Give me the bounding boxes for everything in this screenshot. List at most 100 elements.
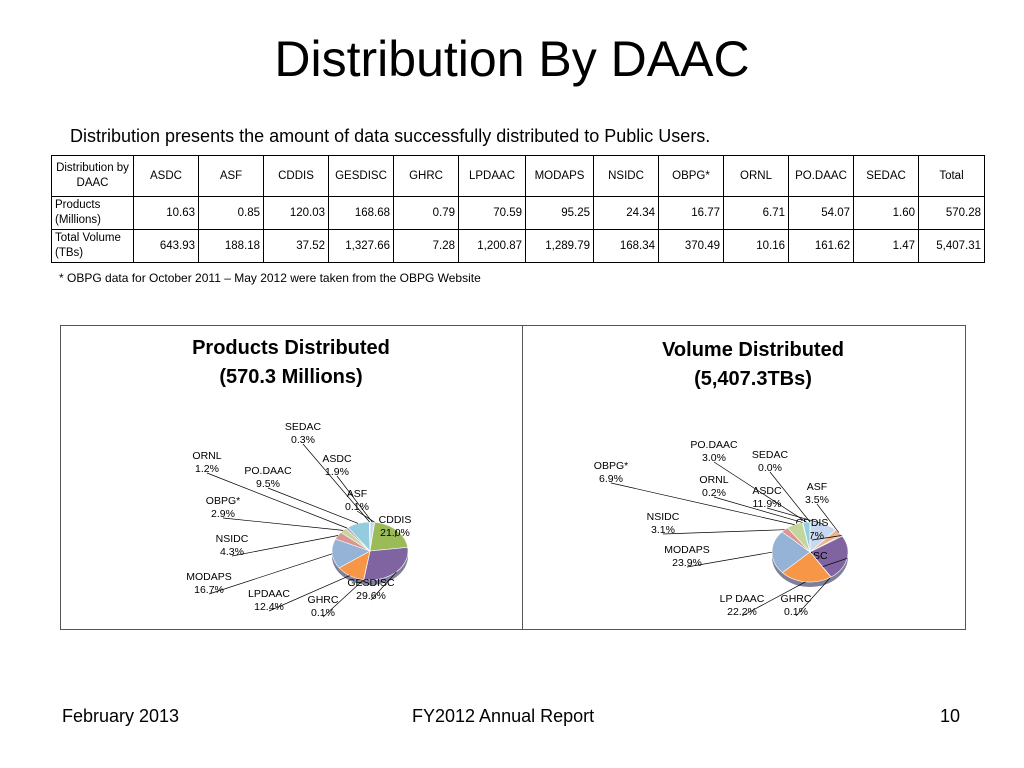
table-column-header: LPDAAC [458,155,526,197]
table-corner-header: Distribution by DAAC [51,155,134,197]
pie-charts: ASDC1.9%ASF0.1%CDDIS21.0%GESDISC29.6%GHR… [186,421,849,619]
table-cell: 0.85 [198,196,264,230]
slice-value-label: 0.1% [784,606,808,618]
slice-value-label: 1.9% [325,466,349,478]
pie-slice-gesdisc [363,547,409,581]
slice-name-label: ASDC [322,453,352,465]
footer-page-number: 10 [940,706,961,726]
table-cell: 120.03 [263,196,329,230]
table-column-header: GESDISC [328,155,394,197]
table-cell: 570.28 [918,196,985,230]
leader-line [394,530,398,538]
slice-value-label: 9.5% [256,478,280,490]
leader-line [268,575,350,612]
leader-line [610,482,795,525]
footer-report: FY2012 Annual Report [412,706,595,726]
table-cell: 5,407.31 [918,229,985,263]
slice-name-label: OBPG* [206,495,240,507]
slice-value-label: 0.0% [758,462,782,474]
footnote: * OBPG data for October 2011 – May 2012 … [59,271,481,285]
slice-name-label: PO.DAAC [244,465,292,477]
slice-name-label: GHRC [308,594,339,606]
slice-name-label: ASF [347,488,367,500]
leader-line [302,443,370,523]
chart-divider [522,326,523,629]
footer-date: February 2013 [62,706,180,726]
table-cell: 6.71 [723,196,789,230]
leader-line [662,529,785,535]
table-column-header: CDDIS [263,155,329,197]
slice-name-label: GESDISC [347,577,395,589]
slice-name-label: GHRC [781,593,812,605]
products-chart-title-line1: Products Distributed [192,337,390,359]
slice-value-label: 23.9% [672,557,702,569]
slice-value-label: 11.9% [753,498,782,510]
table-cell: 37.52 [263,229,329,263]
table-cell: 70.59 [458,196,526,230]
slice-value-label: 3.5% [805,494,829,506]
table-cell: 95.25 [525,196,594,230]
leader-line [816,503,839,533]
slice-name-label: ORNL [192,450,221,462]
table-cell: 16.77 [658,196,724,230]
table-row: Total Volume (TBs) 643.93 188.18 37.52 1,327… [51,229,985,263]
leader-line [766,507,824,525]
table-header-row: Distribution by DAAC ASDC ASF CDDIS GESDISC G… [51,155,985,197]
slice-name-label: LP DAAC [720,593,765,605]
table-cell: 188.18 [198,229,264,263]
slice-value-label: 12.4% [254,601,284,613]
table-cell: 1.47 [853,229,919,263]
pie-chart-1: ASDC11.9%ASF3.5%CDDIS0.7%GESDISC24.6%GHR… [594,439,849,618]
table-cell: 24.34 [593,196,659,230]
slice-value-label: 3.0% [702,452,726,464]
leader-line [322,579,364,618]
products-chart-title-line2: (570.3 Millions) [219,366,363,388]
slice-name-label: NSIDC [647,511,680,523]
table-cell: 10.63 [133,196,199,230]
leader-line [795,576,832,617]
slice-value-label: 4.3% [220,546,244,558]
leader-line [741,581,806,617]
leader-line [231,535,338,557]
slide-title: Distribution By DAAC [274,31,750,87]
table-cell: 168.68 [328,196,394,230]
leader-line [713,461,807,523]
table-column-header: NSIDC [593,155,659,197]
slice-name-label: ASF [807,481,827,493]
table-cell: 1,327.66 [328,229,394,263]
volume-chart-title-line1: Volume Distributed [662,339,844,361]
table-cell: 0.79 [393,196,459,230]
table-row: Products (Millions) 10.63 0.85 120.03 168.68… [51,196,985,230]
table-column-header: OBPG* [658,155,724,197]
charts-panel: Products Distributed (570.3 Millions) Vo… [60,325,966,630]
leader-line [713,496,803,523]
slice-name-label: SEDAC [285,421,322,433]
slice-value-label: 0.3% [291,434,315,446]
table-cell: 643.93 [133,229,199,263]
slice-name-label: CDDIS [379,514,412,526]
table-cell: 10.16 [723,229,789,263]
products-chart-title: Products Distributed (570.3 Millions) [121,334,461,392]
slice-name-label: NSIDC [216,533,249,545]
table-column-header: ASDC [133,155,199,197]
leader-line [267,487,359,524]
slice-name-label: MODAPS [186,571,232,583]
slice-name-label: ORNL [699,474,728,486]
slice-value-label: 6.9% [599,473,623,485]
slice-value-label: 0.2% [702,487,726,499]
table-cell: 1.60 [853,196,919,230]
slice-name-label: OBPG* [594,460,628,472]
leader-line [686,551,773,568]
slice-name-label: MODAPS [664,544,710,556]
slide-subtitle: Distribution presents the amount of data… [70,126,711,146]
table-column-header: SEDAC [853,155,919,197]
table-cell: 1,200.87 [458,229,526,263]
table-cell: 370.49 [658,229,724,263]
leader-line [206,472,348,529]
table-cell: 161.62 [788,229,854,263]
leader-line [336,475,373,523]
table-column-header: ORNL [723,155,789,197]
slice-value-label: 2.9% [211,508,235,520]
leader-line [370,571,397,601]
